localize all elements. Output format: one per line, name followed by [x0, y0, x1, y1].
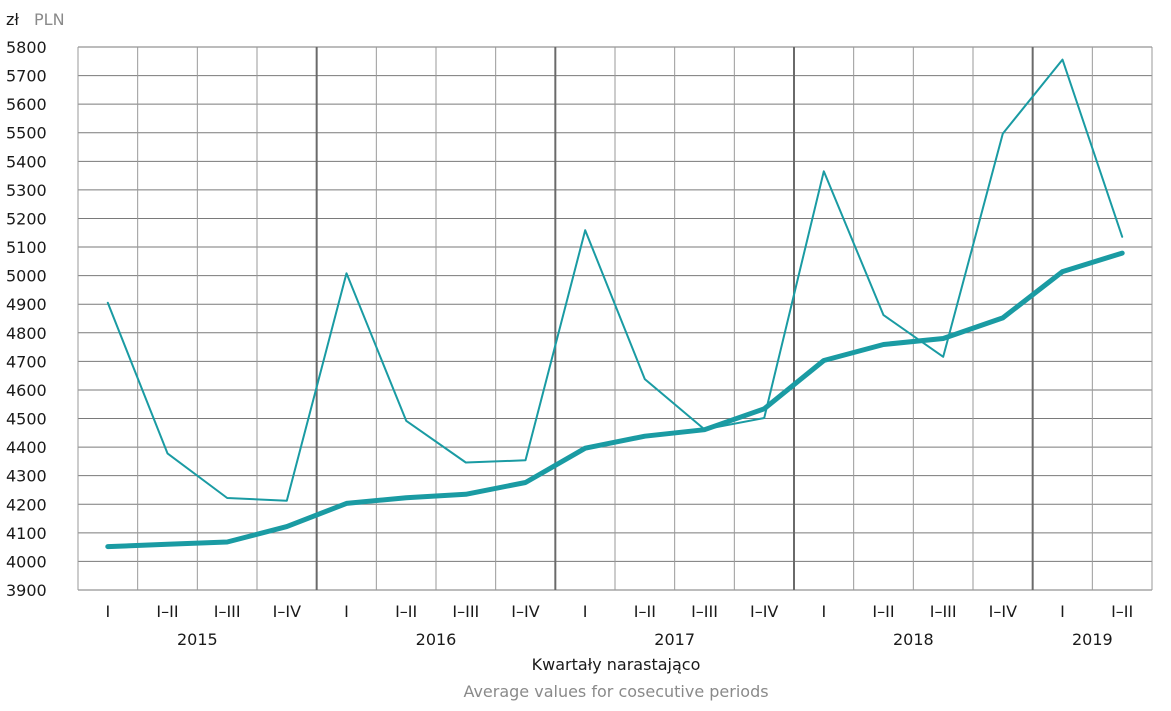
- x-tick-label: I: [344, 602, 349, 621]
- y-tick-label: 4000: [6, 552, 47, 571]
- x-tick-label: I–II: [1111, 602, 1133, 621]
- year-label: 2016: [416, 630, 457, 649]
- x-tick-label: I–IV: [511, 602, 539, 621]
- x-tick-label: I: [821, 602, 826, 621]
- series-line-thin: [106, 58, 1124, 502]
- y-axis: 3900 4000 4100 4200 4300 4400 4500 4600 4700 4800…: [6, 38, 47, 600]
- x-tick-label: I: [105, 602, 110, 621]
- y-tick-label: 5400: [6, 152, 47, 171]
- x-tick-label: I: [1060, 602, 1065, 621]
- y-tick-label: 4500: [6, 410, 47, 429]
- y-tick-label: 4300: [6, 467, 47, 486]
- year-label: 2015: [177, 630, 218, 649]
- x-tick-label: I–II: [634, 602, 656, 621]
- y-tick-label: 5300: [6, 181, 47, 200]
- y-tick-label: 5600: [6, 95, 47, 114]
- series-line-thick: [105, 250, 1125, 550]
- y-tick-label: 5500: [6, 124, 47, 143]
- x-tick-label: I–II: [395, 602, 417, 621]
- y-tick-label: 5100: [6, 238, 47, 257]
- y-tick-label: 4200: [6, 495, 47, 514]
- y-tick-label: 4800: [6, 324, 47, 343]
- x-tick-label: I–II: [872, 602, 894, 621]
- unit-label-en: PLN: [34, 10, 65, 29]
- y-tick-label: 4900: [6, 295, 47, 314]
- grid: [77, 46, 1153, 591]
- x-tick-label: I–III: [214, 602, 241, 621]
- year-label: 2017: [654, 630, 695, 649]
- y-tick-label: 5800: [6, 38, 47, 57]
- year-label: 2018: [893, 630, 934, 649]
- y-tick-label: 5200: [6, 209, 47, 228]
- y-tick-label: 5000: [6, 267, 47, 286]
- y-tick-label: 4100: [6, 524, 47, 543]
- x-tick-label: I–IV: [273, 602, 301, 621]
- x-axis: I I–II I–III I–IV I I–II I–III I–IV I I–II I–III I–…: [105, 602, 1133, 649]
- y-tick-label: 5700: [6, 67, 47, 86]
- x-axis-subtitle: Average values for cosecutive periods: [463, 682, 768, 701]
- series-lines: [105, 58, 1125, 550]
- y-tick-label: 3900: [6, 581, 47, 600]
- y-tick-label: 4700: [6, 352, 47, 371]
- y-tick-label: 4600: [6, 381, 47, 400]
- x-tick-label: I–III: [930, 602, 957, 621]
- x-tick-label: I–IV: [989, 602, 1017, 621]
- y-tick-label: 4400: [6, 438, 47, 457]
- x-tick-label: I–IV: [750, 602, 778, 621]
- x-axis-title: Kwartały narastająco: [532, 655, 701, 674]
- x-tick-label: I–III: [691, 602, 718, 621]
- unit-label-pl: zł: [6, 10, 19, 29]
- x-tick-label: I–II: [156, 602, 178, 621]
- x-tick-label: I–III: [452, 602, 479, 621]
- x-tick-label: I: [583, 602, 588, 621]
- year-label: 2019: [1072, 630, 1113, 649]
